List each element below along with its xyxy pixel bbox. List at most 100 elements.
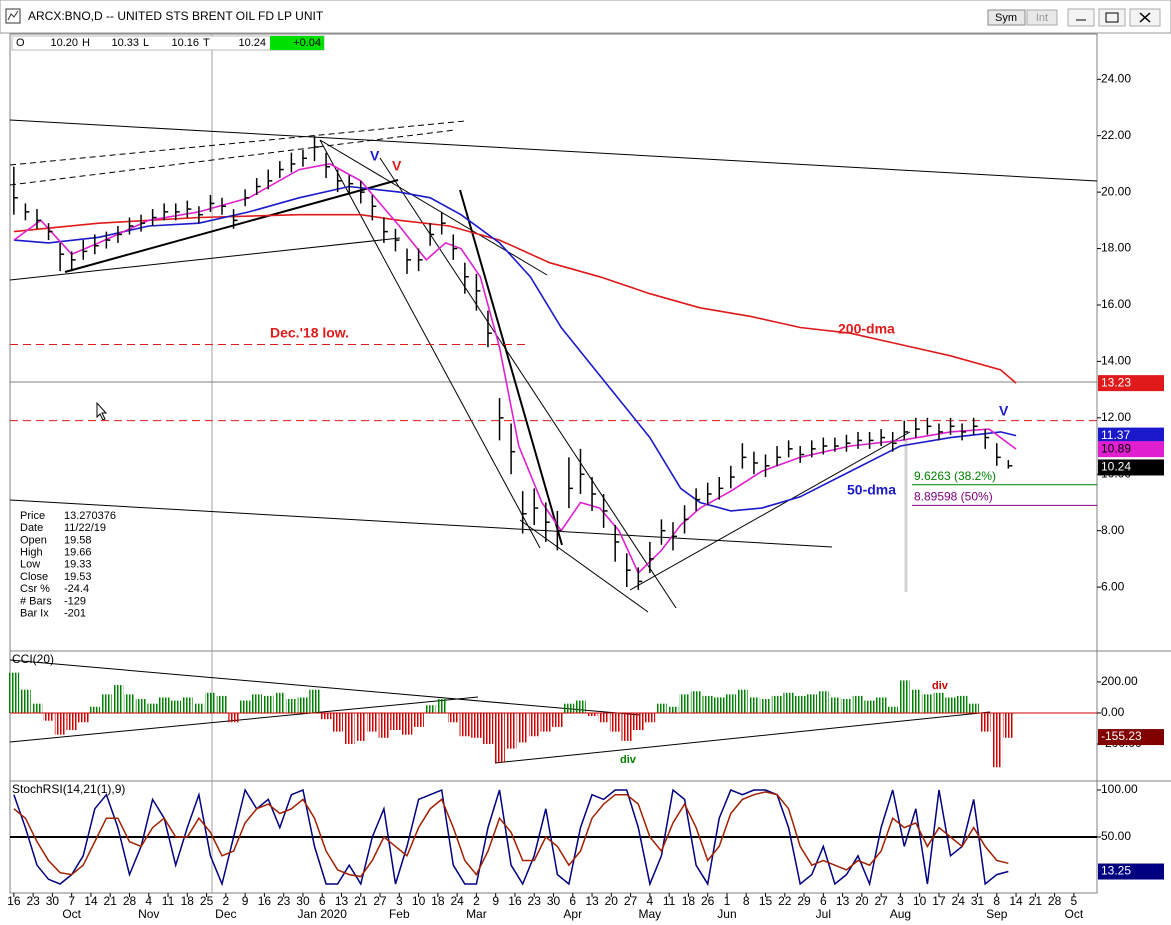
- quote-value: 10.16: [171, 37, 199, 49]
- sym-button[interactable]: [987, 9, 1026, 26]
- x-tick-label: 29: [797, 894, 811, 908]
- quote-key: L: [143, 37, 149, 49]
- x-tick-label: 4: [145, 894, 152, 908]
- y-tick-label: 6.00: [1101, 579, 1125, 593]
- trendline: [9, 120, 466, 166]
- info-box-bg: [14, 508, 106, 628]
- cci-bar: [552, 712, 563, 727]
- x-tick-label: 4: [647, 894, 654, 908]
- x-tick-label: 28: [1048, 894, 1062, 908]
- x-tick-label: 30: [296, 894, 310, 908]
- month-label: Nov: [138, 907, 159, 921]
- cci-bar: [563, 703, 575, 713]
- cci-bar: [586, 712, 598, 717]
- cci-bar: [887, 706, 898, 713]
- x-tick-label: 20: [855, 894, 869, 908]
- x-tick-label: 16: [508, 894, 522, 908]
- info-key: Close: [20, 571, 48, 583]
- cci-bar: [748, 697, 760, 713]
- fib-label: 8.89598 (50%): [914, 490, 993, 504]
- trendline: [64, 179, 399, 273]
- cci-bar: [332, 712, 343, 732]
- cci-bar: [459, 712, 471, 737]
- annotation: V: [392, 158, 402, 174]
- x-tick-label: 13: [335, 894, 349, 908]
- cci-bar: [656, 703, 667, 713]
- cci-bar: [783, 692, 794, 713]
- y-tick-label: 200.00: [1101, 674, 1138, 688]
- x-tick-label: 23: [26, 894, 40, 908]
- cci-bar: [31, 703, 43, 713]
- cci-bar: [644, 712, 656, 723]
- trendline: [9, 696, 479, 743]
- x-tick-label: 31: [971, 894, 985, 908]
- x-tick-label: 22: [778, 894, 792, 908]
- info-value: -129: [64, 595, 86, 607]
- info-key: High: [20, 547, 43, 559]
- last-value-label: -155.23: [1101, 729, 1142, 743]
- x-tick-label: 24: [952, 894, 966, 908]
- cci-bar: [77, 712, 89, 723]
- last-value-box: [1098, 863, 1164, 880]
- int-button[interactable]: [1026, 9, 1058, 26]
- x-tick-label: 30: [547, 894, 561, 908]
- y-tick-label: 16.00: [1101, 297, 1131, 311]
- month-label: Mar: [466, 907, 487, 921]
- cci-bar: [945, 697, 956, 713]
- cci-bar: [482, 712, 494, 745]
- title-bar: [0, 0, 1171, 34]
- x-tick-label: 1: [724, 894, 731, 908]
- x-tick-label: 17: [932, 894, 946, 908]
- month-label: Apr: [563, 907, 582, 921]
- cci-bar: [216, 695, 228, 713]
- maximize-glyph: [1105, 12, 1119, 23]
- cci-bar: [147, 703, 158, 713]
- x-tick-label: 13: [585, 894, 599, 908]
- quote-key: O: [16, 37, 25, 49]
- x-tick-label: 6: [569, 894, 576, 908]
- int-button-label[interactable]: Int: [1036, 12, 1048, 24]
- cci-bar: [471, 712, 482, 738]
- line: [13, 185, 1017, 512]
- sym-button-label[interactable]: Sym: [995, 12, 1017, 24]
- month-label: Jul: [816, 907, 831, 921]
- cci-bar: [378, 712, 390, 738]
- y-tick-label: 20.00: [1101, 184, 1131, 198]
- cci-bar: [424, 705, 436, 713]
- quote-value: 10.24: [238, 37, 266, 49]
- x-tick-label: 18: [181, 894, 195, 908]
- month-label: Aug: [890, 907, 911, 921]
- x-tick-label: 6: [820, 894, 827, 908]
- x-tick-label: 23: [528, 894, 542, 908]
- x-tick-label: 14: [84, 894, 98, 908]
- cci-bar: [54, 712, 66, 735]
- cci-bar: [505, 712, 517, 749]
- x-tick-label: 6: [319, 894, 326, 908]
- cci-bar: [760, 699, 771, 713]
- x-tick-label: 27: [373, 894, 387, 908]
- info-value: -201: [64, 608, 86, 620]
- maximize-button[interactable]: [1098, 8, 1126, 27]
- plot-frame: [9, 33, 1098, 894]
- cci-bar: [771, 695, 783, 713]
- month-label: Oct: [1065, 907, 1084, 921]
- x-tick-label: 25: [200, 894, 214, 908]
- x-tick-label: 23: [277, 894, 291, 908]
- last-value-box: [1098, 427, 1164, 444]
- cci-bar: [968, 703, 979, 713]
- month-label: Oct: [62, 907, 81, 921]
- last-value-label: 13.23: [1101, 375, 1131, 389]
- minimize-button[interactable]: [1067, 8, 1095, 27]
- y-tick-label: 24.00: [1101, 71, 1131, 85]
- cci-bar: [367, 712, 378, 732]
- cci-bar: [413, 712, 424, 727]
- cci-bar: [297, 697, 309, 713]
- cci-bar: [170, 700, 182, 713]
- info-key: Csr %: [20, 583, 50, 595]
- trendline: [379, 157, 677, 609]
- x-tick-label: 5: [1071, 894, 1078, 908]
- x-tick-label: 10: [913, 894, 927, 908]
- x-tick-label: 9: [242, 894, 249, 908]
- x-tick-label: 21: [1029, 894, 1043, 908]
- info-value: 19.66: [64, 547, 92, 559]
